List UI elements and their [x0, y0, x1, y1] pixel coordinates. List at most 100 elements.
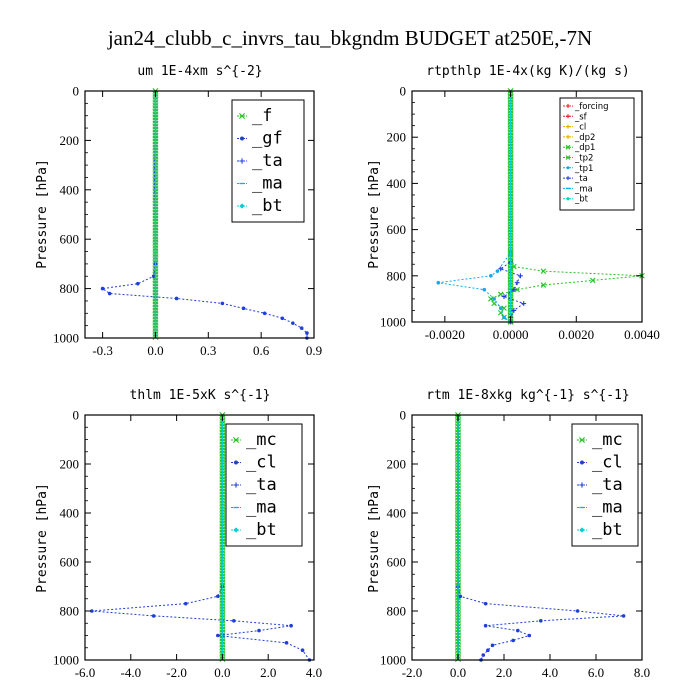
y-tick-label: 400 — [387, 506, 407, 521]
y-tick-label: 400 — [60, 182, 80, 197]
legend-item: _ma — [237, 174, 283, 194]
y-tick-label: 600 — [387, 555, 407, 570]
legend: _mc _cl_ta _ma_bt — [571, 423, 639, 547]
panel-thlm: thlm 1E-5xK s^{-1} Pressure [hPa] 0 200 40… — [35, 388, 322, 680]
y-tick-label: 200 — [387, 130, 407, 145]
legend-label: _f — [252, 106, 272, 126]
marker-dot — [502, 315, 506, 320]
marker-plus — [501, 294, 507, 299]
marker-plus — [518, 273, 523, 279]
panel-title: rtpthlp 1E-4x(kg K)/(kg s) — [426, 64, 630, 79]
y-tick-label: 600 — [387, 222, 407, 237]
figure-title: jan24_clubb_c_invrs_tau_bkgndm BUDGET at… — [107, 26, 592, 50]
legend-item: _cl — [231, 453, 277, 473]
marker-x — [233, 437, 239, 443]
marker-dot — [280, 316, 285, 321]
marker-plus — [511, 287, 517, 293]
legend-label: _ma — [246, 498, 277, 518]
legend-item: _ta — [231, 475, 277, 495]
legend-label: _tp1 — [574, 164, 593, 174]
legend-label: _cl — [574, 123, 586, 133]
legend-item: _bt — [577, 520, 623, 540]
marker-dot — [539, 619, 543, 623]
y-tick-label: 0 — [400, 84, 407, 99]
legend-label: _forcing — [574, 102, 609, 112]
legend-label: _ta — [252, 151, 283, 171]
marker-plus — [514, 280, 520, 286]
marker-dot — [489, 274, 493, 278]
marker-dot — [490, 643, 495, 648]
marker-diamond — [233, 527, 239, 533]
legend-label: _ta — [246, 475, 277, 495]
marker-dot — [483, 623, 488, 628]
panel-rtm: rtm 1E-8xkg kg^{-1} s^{-1} Pressure [hPa… — [367, 388, 650, 680]
marker-plus — [233, 482, 239, 488]
y-tick-label: 800 — [387, 604, 407, 619]
plot-area: 0 200 400 600 800 1000-6.0 -4.0 -2.0 0.0 2.0 4.0 _m… — [53, 408, 322, 681]
marker-dot — [90, 609, 94, 613]
marker-dot — [183, 601, 188, 606]
marker-x — [511, 263, 517, 270]
x-tick-label: 0.0040 — [624, 327, 660, 342]
x-tick-label: 0.6 — [253, 343, 270, 358]
marker-dot — [216, 633, 220, 638]
series-cl — [456, 415, 626, 662]
series-tp1 — [436, 91, 513, 324]
x-tick-label: 4.0 — [542, 665, 558, 680]
y-tick-label: 0 — [73, 84, 80, 99]
panel-title: rtm 1E-8xkg kg^{-1} s^{-1} — [426, 388, 630, 403]
y-tick-label: 0 — [73, 408, 80, 423]
marker-dot — [232, 619, 236, 623]
legend-item: _mc — [231, 430, 277, 450]
legend-label: _cl — [592, 453, 623, 473]
series-cl — [90, 415, 312, 662]
marker-plus — [239, 158, 245, 164]
y-tick-label: 0 — [400, 408, 407, 423]
legend-label: _ma — [574, 184, 593, 194]
x-tick-label: 0.0000 — [493, 327, 529, 342]
legend-item: _ta — [237, 151, 283, 171]
series-line — [490, 91, 643, 323]
marker-dot — [495, 269, 500, 273]
legend-label: _mc — [592, 430, 623, 450]
marker-dot — [566, 166, 570, 170]
marker-x — [488, 296, 494, 302]
marker-plus — [566, 114, 570, 119]
plot-area: 0 200 400 600 800 1000 -0.3 0.0 0.3 0.6 0.9 _f _gf_t… — [53, 84, 322, 359]
marker-dot — [482, 287, 487, 292]
marker-dot — [492, 297, 496, 301]
legend-item: _f — [237, 106, 272, 126]
marker-dot — [511, 638, 515, 643]
x-tick-label: 0.0 — [214, 665, 230, 680]
y-tick-label: 800 — [60, 281, 80, 296]
marker-dot — [458, 594, 463, 599]
marker-dot — [234, 460, 238, 465]
legend-label: _ma — [252, 174, 283, 194]
marker-x — [497, 291, 504, 298]
marker-x — [540, 282, 547, 288]
marker-plus — [566, 124, 570, 129]
legend-item: _bt — [563, 195, 589, 205]
marker-dot — [151, 614, 156, 618]
x-tick-label: 0.0 — [450, 665, 466, 680]
y-tick-label: 800 — [387, 268, 407, 283]
marker-x — [565, 144, 571, 150]
legend-label: _bt — [574, 195, 589, 205]
y-axis-label: Pressure [hPa] — [367, 483, 382, 593]
legend-label: _dp1 — [574, 143, 595, 153]
legend-label: _cl — [246, 453, 277, 473]
legend-item: _gf — [237, 129, 283, 149]
marker-dot — [527, 633, 532, 638]
x-tick-label: -0.0020 — [425, 327, 465, 342]
marker-dot — [136, 281, 140, 286]
marker-dot — [289, 623, 293, 628]
marker-x — [565, 155, 571, 160]
x-tick-label: 0.0020 — [558, 327, 594, 342]
x-tick-label: 2.0 — [496, 665, 512, 680]
marker-plus — [566, 134, 570, 139]
legend-item: _tp1 — [563, 164, 593, 174]
plot-area: 0 200 400 600 800 1000 -0.0020 0.0000 0.0020 0.00… — [380, 84, 660, 343]
legend-label: _ta — [592, 475, 623, 495]
marker-dot — [291, 321, 295, 325]
